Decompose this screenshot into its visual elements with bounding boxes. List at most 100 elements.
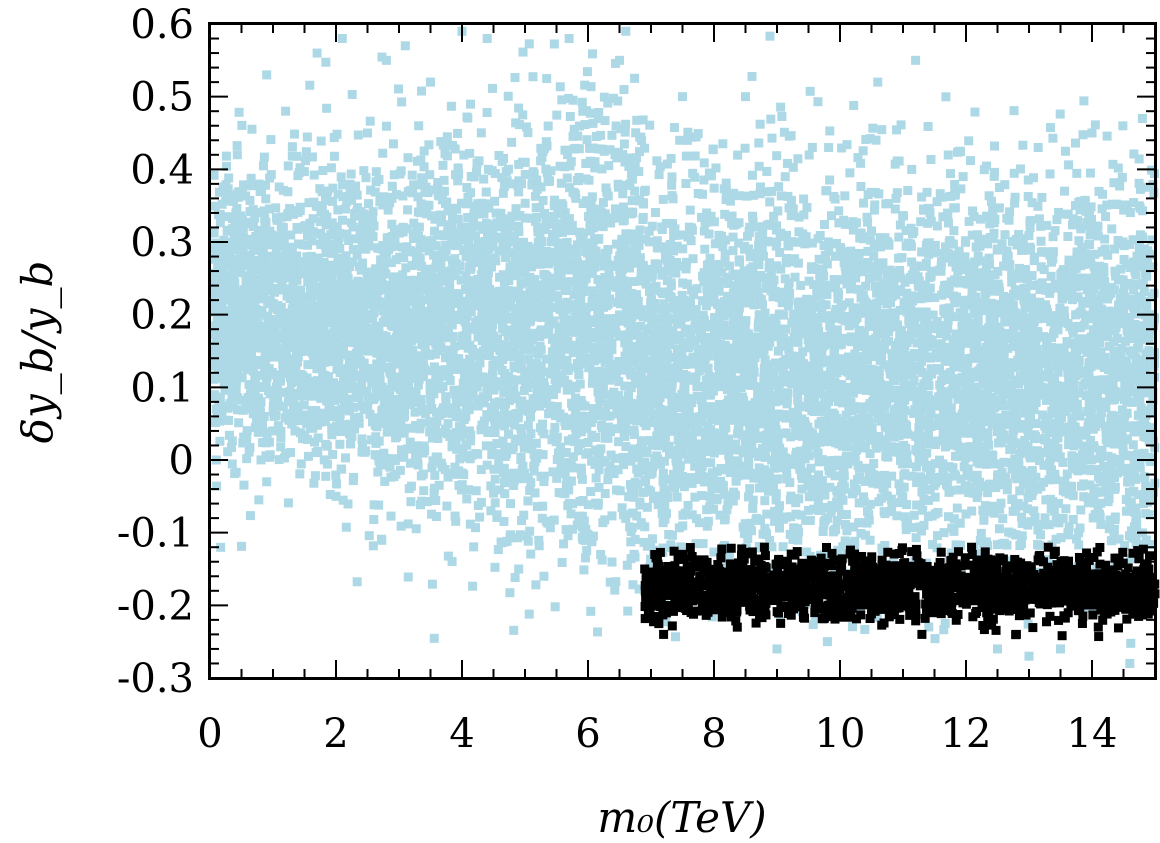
point-all — [790, 272, 800, 282]
point-all — [807, 262, 817, 272]
point-all — [443, 551, 453, 561]
point-all — [356, 265, 366, 275]
point-all — [466, 224, 476, 234]
point-all — [253, 225, 263, 235]
point-all — [559, 539, 569, 549]
point-all — [759, 325, 769, 335]
point-all — [242, 438, 252, 448]
point-all — [448, 240, 458, 250]
point-all — [805, 86, 815, 96]
point-all — [1109, 346, 1119, 356]
point-all — [653, 399, 663, 409]
point-all — [1018, 140, 1028, 150]
point-all — [338, 180, 348, 190]
point-all — [898, 211, 908, 221]
point-all — [1042, 349, 1052, 359]
point-all — [402, 444, 412, 454]
point-all — [826, 367, 836, 377]
point-all — [794, 212, 804, 222]
point-all — [249, 245, 259, 255]
point-all — [648, 393, 658, 403]
point-all — [730, 490, 740, 500]
point-all — [1107, 282, 1117, 292]
point-all — [279, 453, 289, 463]
point-all — [521, 122, 531, 132]
point-all — [700, 244, 710, 254]
point-all — [302, 309, 312, 319]
point-all — [439, 175, 449, 185]
point-all — [509, 384, 519, 394]
point-all — [515, 375, 525, 385]
point-all — [1128, 440, 1138, 450]
point-all — [318, 166, 328, 176]
point-all — [476, 465, 486, 475]
point-all — [1045, 288, 1055, 298]
point-all — [779, 127, 789, 137]
point-all — [568, 452, 578, 462]
point-all — [1045, 123, 1055, 133]
point-all — [967, 473, 977, 483]
point-all — [1031, 397, 1041, 407]
point-all — [632, 464, 642, 474]
point-all — [730, 281, 740, 291]
point-all — [1067, 413, 1077, 423]
point-all — [437, 215, 447, 225]
point-all — [1078, 296, 1088, 306]
point-all — [466, 188, 476, 198]
point-all — [552, 110, 562, 120]
point-all — [712, 262, 722, 272]
point-all — [939, 528, 949, 538]
point-all — [980, 501, 990, 511]
point-all — [357, 434, 367, 444]
point-all — [924, 381, 934, 391]
point-all — [1121, 336, 1131, 346]
point-all — [265, 389, 275, 399]
point-all — [509, 361, 519, 371]
point-all — [627, 304, 637, 314]
point-all — [736, 295, 746, 305]
point-all — [810, 389, 820, 399]
point-all — [513, 180, 523, 190]
point-all — [569, 124, 579, 134]
point-all — [415, 208, 425, 218]
point-all — [935, 364, 945, 374]
point-all — [529, 466, 539, 476]
point-all — [536, 156, 546, 166]
point-all — [869, 352, 879, 362]
point-all — [498, 436, 508, 446]
point-all — [1106, 536, 1116, 546]
point-all — [287, 242, 297, 252]
point-all — [1133, 410, 1143, 420]
point-all — [866, 435, 876, 445]
point-all — [677, 230, 687, 240]
point-all — [632, 416, 642, 426]
point-all — [629, 348, 639, 358]
point-all — [1034, 567, 1044, 577]
point-all — [371, 167, 381, 177]
point-all — [514, 120, 524, 130]
point-all — [363, 364, 373, 374]
point-all — [317, 363, 327, 373]
point-all — [1116, 264, 1126, 274]
point-all — [1051, 534, 1061, 544]
point-all — [490, 406, 500, 416]
point-all — [895, 498, 905, 508]
point-all — [728, 232, 738, 242]
point-all — [961, 509, 971, 519]
point-all — [632, 303, 642, 313]
point-all — [524, 609, 534, 619]
point-all — [861, 134, 871, 144]
point-all — [399, 358, 409, 368]
point-all — [869, 458, 879, 468]
point-all — [607, 345, 617, 355]
point-all — [399, 253, 409, 263]
point-all — [1104, 524, 1114, 534]
point-all — [624, 492, 634, 502]
point-all — [546, 237, 556, 247]
point-all — [450, 341, 460, 351]
point-all — [805, 475, 815, 485]
point-all — [817, 476, 827, 486]
point-all — [536, 471, 546, 481]
point-all — [1125, 239, 1135, 249]
point-all — [447, 320, 457, 330]
